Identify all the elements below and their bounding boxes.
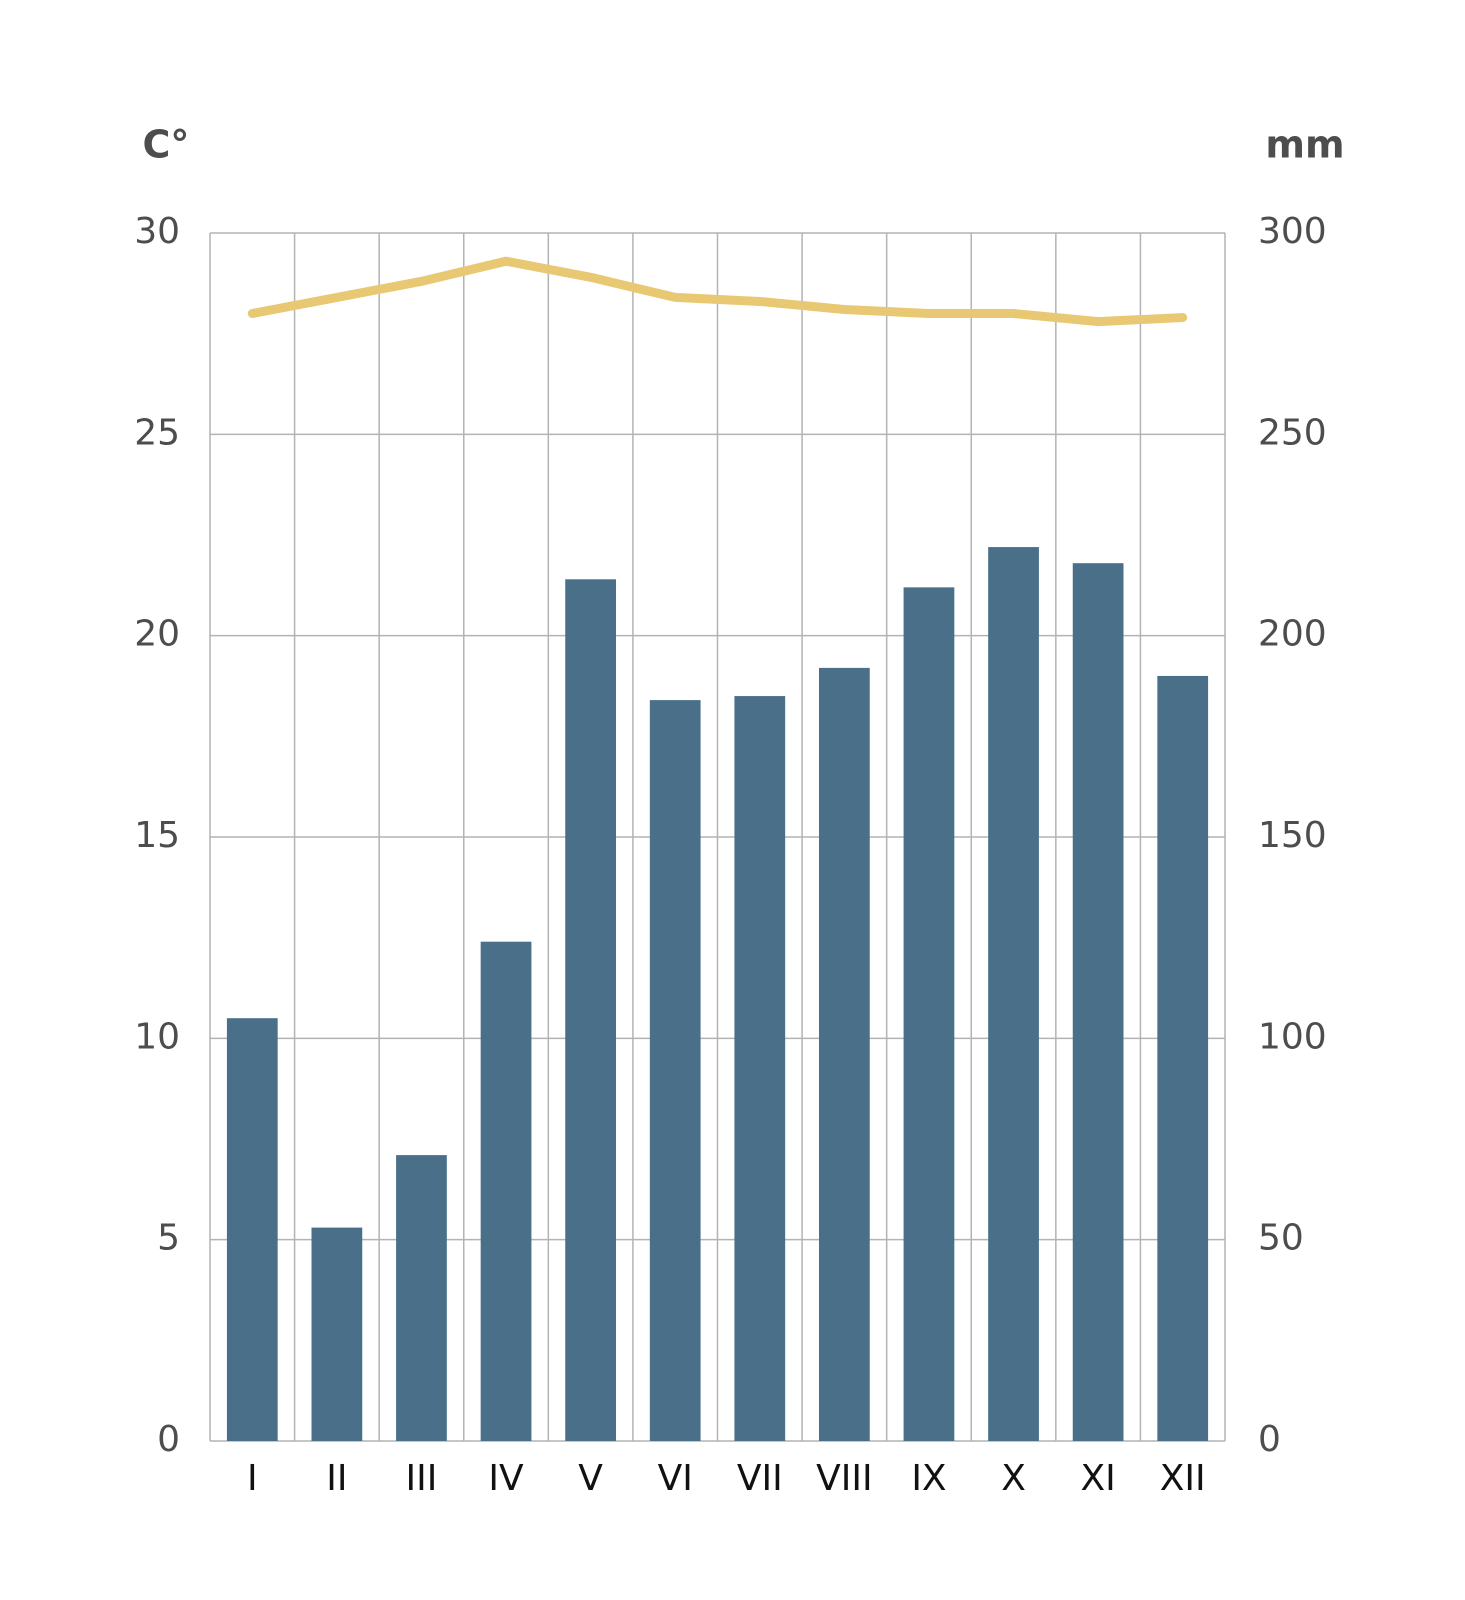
y2-tick-label: 300 bbox=[1258, 211, 1327, 252]
x-tick-label: IX bbox=[911, 1458, 946, 1499]
bar bbox=[226, 1018, 278, 1441]
y-axis-label: C° bbox=[143, 123, 190, 167]
bar bbox=[1072, 563, 1124, 1441]
x-tick-label: XII bbox=[1160, 1458, 1206, 1499]
x-tick-label: XI bbox=[1080, 1458, 1115, 1499]
y-tick-label: 25 bbox=[134, 412, 180, 453]
bar bbox=[819, 667, 870, 1441]
x-tick-label: III bbox=[406, 1458, 438, 1499]
y2-axis-label: mm bbox=[1265, 123, 1344, 167]
bar bbox=[988, 547, 1039, 1441]
x-tick-label: V bbox=[578, 1458, 603, 1499]
y2-tick-label: 100 bbox=[1258, 1016, 1327, 1057]
x-tick-label: II bbox=[326, 1458, 347, 1499]
bar bbox=[565, 579, 616, 1441]
x-tick-label: VII bbox=[737, 1458, 783, 1499]
y-tick-label: 30 bbox=[134, 211, 180, 252]
y2-tick-label: 250 bbox=[1258, 412, 1327, 453]
bar bbox=[734, 696, 786, 1441]
y2-tick-label: 150 bbox=[1258, 815, 1327, 856]
x-tick-label: IV bbox=[488, 1458, 524, 1499]
bar bbox=[396, 1155, 447, 1441]
x-tick-label: VI bbox=[658, 1458, 693, 1499]
bar bbox=[903, 587, 955, 1441]
bar bbox=[649, 700, 701, 1441]
x-tick-label: I bbox=[247, 1458, 258, 1499]
y-tick-label: 20 bbox=[134, 614, 180, 655]
y2-tick-label: 50 bbox=[1258, 1218, 1304, 1259]
y2-tick-label: 200 bbox=[1258, 614, 1327, 655]
bar bbox=[311, 1227, 363, 1441]
y-tick-label: 15 bbox=[134, 815, 180, 856]
line bbox=[247, 256, 1188, 327]
bar bbox=[1157, 675, 1209, 1441]
y-tick-label: 10 bbox=[134, 1016, 180, 1057]
bar bbox=[480, 941, 532, 1441]
x-tick-label: VIII bbox=[816, 1458, 872, 1499]
y-tick-label: 5 bbox=[157, 1218, 180, 1259]
y2-tick-label: 0 bbox=[1258, 1419, 1281, 1460]
x-tick-label: X bbox=[1001, 1458, 1026, 1499]
y-tick-label: 0 bbox=[157, 1419, 180, 1460]
